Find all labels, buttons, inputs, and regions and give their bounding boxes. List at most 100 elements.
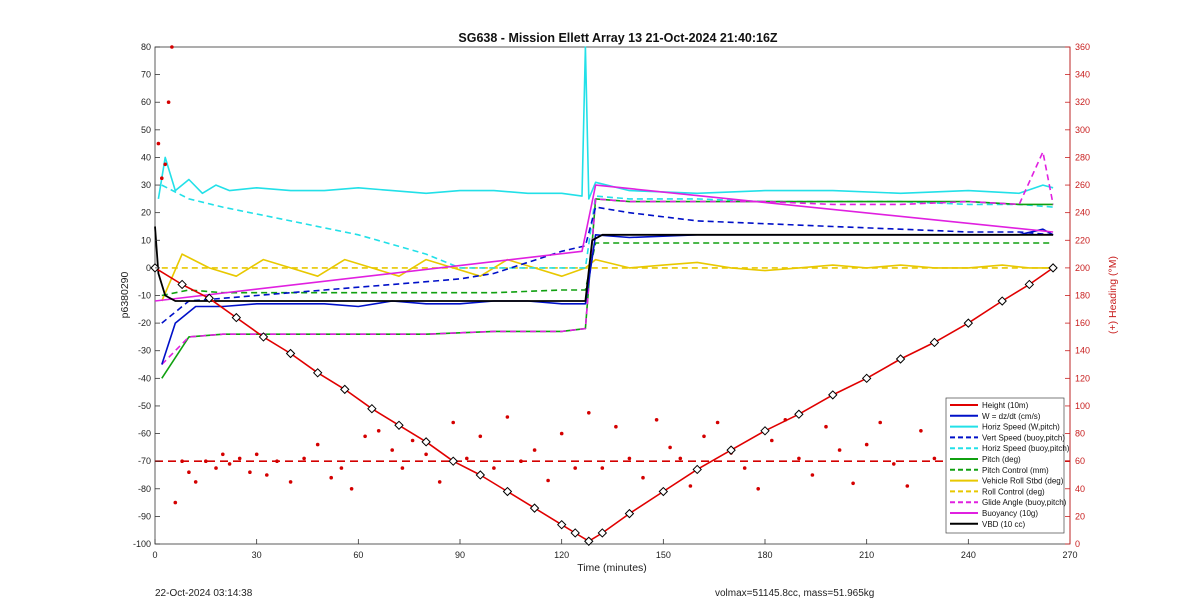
height-marker — [726, 445, 736, 455]
y-tick-label-right: 240 — [1075, 208, 1090, 218]
height-marker — [421, 437, 431, 447]
y-tick-label: 50 — [141, 125, 151, 135]
heading-point — [587, 411, 591, 415]
heading-point — [302, 456, 306, 461]
height-marker — [204, 293, 214, 303]
footer-timestamp: 22-Oct-2024 03:14:38 — [155, 588, 253, 599]
heading-point — [864, 442, 869, 447]
height-marker — [895, 354, 906, 364]
heading-point — [156, 141, 161, 146]
heading-point — [376, 429, 381, 433]
legend-label: Buoyancy (10g) — [982, 509, 1038, 518]
heading-point — [851, 481, 855, 486]
height-marker — [624, 508, 635, 519]
heading-point — [187, 470, 191, 475]
heading-point — [702, 434, 706, 439]
heading-point — [905, 484, 910, 488]
x-tick-label: 270 — [1062, 550, 1077, 560]
series-line-glide-angle-buoy-pitch — [161, 151, 1054, 366]
y-tick-label: -90 — [138, 511, 151, 521]
y-tick-label-right: 360 — [1075, 42, 1090, 52]
legend-box — [945, 397, 1065, 534]
height-marker — [367, 403, 377, 414]
legend: Height (10m) W = dz/dt (cm/s) Horiz Speed … — [945, 397, 1070, 534]
y-tick-label-right: 120 — [1075, 373, 1090, 383]
heading-point — [770, 438, 774, 443]
height-marker — [597, 528, 608, 538]
y-tick-label: 10 — [141, 235, 151, 245]
series-line-buoyancy-10g — [154, 184, 1054, 302]
heading-point — [573, 466, 577, 470]
heading-point — [614, 424, 618, 429]
y-tick-label: 0 — [146, 263, 151, 273]
heading-point — [170, 45, 174, 49]
legend-label: Vehicle Roll Stbd (deg) — [982, 477, 1064, 486]
heading-point — [742, 466, 747, 470]
heading-point — [532, 448, 537, 452]
x-tick-label: 90 — [455, 550, 465, 560]
heading-point — [237, 456, 242, 461]
height-marker — [692, 464, 702, 475]
heading-point — [315, 442, 320, 447]
heading-point — [654, 418, 659, 422]
heading-point — [627, 456, 632, 461]
series-line-vehicle-roll-stbd-deg — [161, 253, 1054, 302]
heading-point — [339, 466, 344, 470]
heading-point — [492, 466, 496, 470]
heading-point — [678, 456, 683, 461]
height-marker — [1024, 279, 1035, 290]
heading-point — [668, 445, 672, 450]
heading-point — [227, 462, 232, 466]
y-tick-label-right: 60 — [1075, 456, 1085, 466]
heading-point — [437, 480, 442, 484]
heading-point — [756, 487, 760, 491]
heading-point — [546, 478, 550, 483]
height-marker — [584, 536, 594, 546]
y-tick-label: 70 — [141, 70, 151, 80]
x-tick-label: 0 — [152, 550, 157, 560]
legend-label: Height (10m) — [982, 401, 1029, 410]
heading-point — [451, 420, 456, 425]
legend-label: Horiz Speed (buoy,pitch) — [982, 444, 1070, 453]
heading-point — [424, 452, 428, 457]
y-tick-label: -10 — [138, 291, 151, 301]
y-tick-label-right: 160 — [1075, 318, 1090, 328]
y-tick-label-right: 320 — [1075, 97, 1090, 107]
heading-point — [204, 459, 208, 464]
heading-point — [824, 424, 828, 429]
heading-point — [288, 480, 293, 484]
height-marker — [231, 312, 242, 323]
y-tick-label-right: 220 — [1075, 235, 1090, 245]
x-tick-label: 210 — [859, 550, 874, 560]
heading-point — [363, 434, 367, 439]
y-tick-label-right: 80 — [1075, 429, 1085, 439]
x-tick-label: 30 — [252, 550, 262, 560]
heading-point — [797, 456, 801, 461]
y-tick-label-right: 0 — [1075, 539, 1080, 549]
heading-point — [160, 176, 164, 180]
y-tick-label-right: 140 — [1075, 346, 1090, 356]
height-marker — [258, 332, 269, 342]
y-tick-label: -100 — [133, 539, 151, 549]
height-marker — [475, 470, 486, 480]
y-axis-label-left: p6380290 — [119, 271, 131, 318]
heading-point — [248, 470, 252, 475]
y-axis-left: -100-90-80-70-60-50-40-30-20-10010203040… — [133, 42, 160, 549]
x-axis-label: Time (minutes) — [577, 562, 647, 574]
legend-label: Glide Angle (buoy,pitch) — [982, 498, 1067, 507]
y-axis-right: 0 20 40 60 80 100 120 140 160 180 200 220 240 260 280 3… — [1065, 42, 1090, 549]
height-marker — [285, 348, 296, 359]
heading-point — [254, 452, 259, 457]
heading-point — [919, 429, 923, 433]
heading-point — [641, 475, 645, 480]
height-marker — [828, 390, 838, 400]
heading-point — [221, 452, 225, 457]
heading-point — [559, 431, 564, 436]
x-tick-label: 180 — [757, 550, 772, 560]
heading-point — [410, 438, 415, 443]
heading-point — [688, 484, 693, 488]
heading-point — [166, 100, 171, 104]
y-tick-label: -60 — [138, 429, 151, 439]
y-tick-label-right: 20 — [1075, 511, 1085, 521]
